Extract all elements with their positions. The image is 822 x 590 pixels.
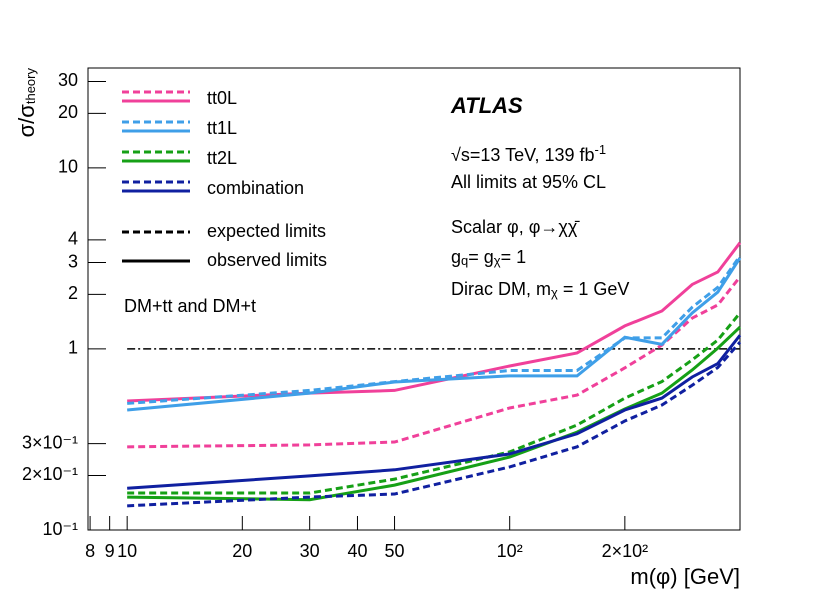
annotation: DM+tt and DM+t — [124, 296, 256, 316]
y-tick-label: 10⁻¹ — [42, 519, 78, 539]
x-tick-label: 8 — [85, 541, 95, 561]
expected-line — [127, 255, 742, 405]
x-tick-label: 40 — [347, 541, 367, 561]
text-part: Scalar φ, φ→χχ̄ — [451, 217, 580, 237]
legend-label: expected limits — [207, 221, 326, 241]
y-tick-label: 20 — [58, 102, 78, 122]
x-tick-label: 10² — [497, 541, 523, 561]
legend-label: combination — [207, 178, 304, 198]
plot-frame — [87, 67, 741, 531]
y-tick-label: 10 — [58, 157, 78, 177]
legend-label: tt0L — [207, 88, 237, 108]
x-tick-label: 10 — [117, 541, 137, 561]
text-part: χ — [551, 285, 558, 300]
y-axis-label: σ/σtheory — [14, 68, 39, 138]
observed-line — [127, 241, 742, 403]
x-tick-label: 30 — [300, 541, 320, 561]
y-tick-label: 1 — [68, 338, 78, 358]
expected-line — [127, 312, 742, 495]
text-part: q — [461, 253, 468, 268]
annotation: gq= gχ= 1 — [451, 247, 526, 269]
text-part: σ/σ — [14, 104, 39, 138]
x-tick-label: 2×10² — [602, 541, 649, 561]
annotation: All limits at 95% CL — [451, 172, 606, 192]
x-tick-label: 50 — [385, 541, 405, 561]
y-tick-label: 2×10⁻¹ — [22, 464, 78, 484]
text-part: -1 — [595, 142, 607, 157]
annotation: √s=13 TeV, 139 fb-1 — [451, 142, 606, 165]
text-part: = 1 GeV — [558, 279, 630, 299]
observed-line — [127, 257, 742, 412]
experiment-label: ATLAS — [450, 93, 523, 118]
x-axis-label: m(φ) [GeV] — [630, 564, 740, 589]
text-part: theory — [23, 68, 38, 105]
observed-line — [127, 326, 742, 502]
text-part: All limits at 95% CL — [451, 172, 606, 192]
legend-label: observed limits — [207, 250, 327, 270]
text-part: = g — [468, 247, 494, 267]
annotation: Scalar φ, φ→χχ̄ — [451, 217, 580, 237]
y-tick-label: 4 — [68, 229, 78, 249]
x-tick-label: 9 — [105, 541, 115, 561]
text-part: g — [451, 247, 461, 267]
legend-label: tt2L — [207, 148, 237, 168]
text-part: χ — [494, 253, 501, 268]
text-part: DM+tt and DM+t — [124, 296, 256, 316]
y-tick-label: 2 — [68, 283, 78, 303]
text-part: √s=13 TeV, 139 fb — [451, 145, 595, 165]
legend-label: tt1L — [207, 118, 237, 138]
expected-line — [127, 275, 742, 449]
text-part: Dirac DM, m — [451, 279, 551, 299]
x-tick-label: 20 — [232, 541, 252, 561]
text-part: = 1 — [501, 247, 527, 267]
observed-line — [127, 334, 742, 490]
y-tick-label: 30 — [58, 70, 78, 90]
annotation: Dirac DM, mχ = 1 GeV — [451, 279, 629, 301]
y-tick-label: 3 — [68, 251, 78, 271]
y-tick-label: 3×10⁻¹ — [22, 432, 78, 452]
expected-line — [127, 341, 742, 508]
